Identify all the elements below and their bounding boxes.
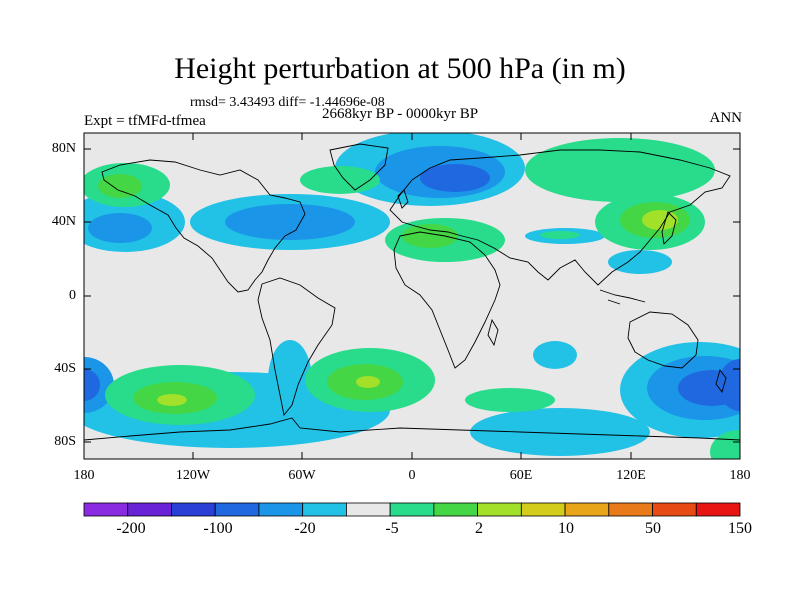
lat-label-40s: 40S (54, 361, 76, 376)
colorbar-label: 150 (728, 520, 752, 537)
contour-region (300, 166, 380, 194)
colorbar-swatch (564, 502, 610, 517)
contour-region (718, 359, 740, 411)
colorbar-swatch (433, 502, 479, 517)
colorbar-label: -100 (203, 520, 233, 537)
lon-label-120e: 120E (616, 468, 646, 483)
colorbar-swatch (520, 502, 566, 517)
colorbar-label: 10 (558, 520, 574, 537)
lat-label-40n: 40N (51, 214, 76, 229)
colorbar-label: 50 (645, 520, 661, 537)
contour-region (402, 224, 458, 248)
lat-label-80s: 80S (54, 434, 76, 449)
greenland-coast (329, 143, 389, 191)
contour-region (88, 213, 152, 243)
experiment-label: Expt = tfMFd-tfmea (84, 113, 206, 129)
colorbar-swatch (345, 502, 391, 517)
contour-region (470, 408, 650, 456)
season-label: ANN (709, 110, 743, 126)
lon-label-60e: 60E (509, 468, 533, 483)
japan-coast (661, 211, 677, 245)
colorbar (83, 502, 741, 517)
colorbar-label: 2 (475, 520, 483, 537)
contour-region (540, 231, 580, 239)
colorbar-swatch (214, 502, 260, 517)
indonesia-coast (599, 289, 646, 305)
australia-coast (627, 311, 699, 369)
eurasia-coast (389, 149, 731, 286)
colorbar-swatch (695, 502, 741, 517)
lat-label-80n: 80N (51, 141, 76, 156)
colorbar-label: -200 (116, 520, 146, 537)
colorbar-swatch (83, 502, 129, 517)
contour-region (642, 210, 678, 230)
uk-coast (397, 189, 409, 209)
period-label: 2668kyr BP - 0000kyr BP (321, 106, 479, 122)
contour-region (525, 138, 715, 202)
lon-label-180e: 180 (729, 468, 751, 483)
contour-region (420, 164, 490, 192)
lon-label-120w: 120W (175, 468, 211, 483)
contour-field (84, 133, 740, 459)
colorbar-swatch (171, 502, 216, 517)
colorbar-label: -5 (385, 520, 399, 537)
colorbar-swatch (477, 502, 522, 517)
contour-region (608, 250, 672, 274)
lon-ticks (192, 133, 632, 459)
contour-region (84, 369, 100, 401)
stats-label: rmsd= 3.43493 diff= -1.44696e-08 (190, 95, 385, 110)
africa-coast (393, 231, 501, 369)
lat-label-0: 0 (69, 288, 76, 303)
colorbar-swatch (389, 502, 435, 517)
lon-label-0: 0 (408, 468, 416, 483)
south-america-coast (257, 277, 336, 417)
antarctica-coast (84, 417, 740, 441)
colorbar-swatch (608, 502, 653, 517)
colorbar-swatch (258, 502, 304, 517)
colorbar-swatch (652, 502, 697, 517)
north-america-coast (101, 159, 306, 293)
contour-region (533, 341, 577, 369)
lat-ticks (84, 148, 740, 443)
map-title: Height perturbation at 500 hPa (in m) (174, 52, 626, 85)
colorbar-swatch (127, 502, 172, 517)
new-zealand-coast (715, 369, 727, 393)
lon-label-180w: 180 (73, 468, 95, 483)
colorbar-label: -20 (294, 520, 316, 537)
contour-region (225, 204, 355, 240)
contour-region (268, 340, 312, 420)
contour-region (157, 394, 187, 406)
contour-region (465, 388, 555, 412)
colorbar-swatch (302, 502, 347, 517)
madagascar-coast (487, 318, 499, 347)
lon-label-60w: 60W (288, 468, 316, 483)
contour-region (710, 430, 740, 459)
coastlines (84, 143, 740, 441)
contour-region (356, 376, 380, 388)
contour-region (98, 174, 142, 198)
